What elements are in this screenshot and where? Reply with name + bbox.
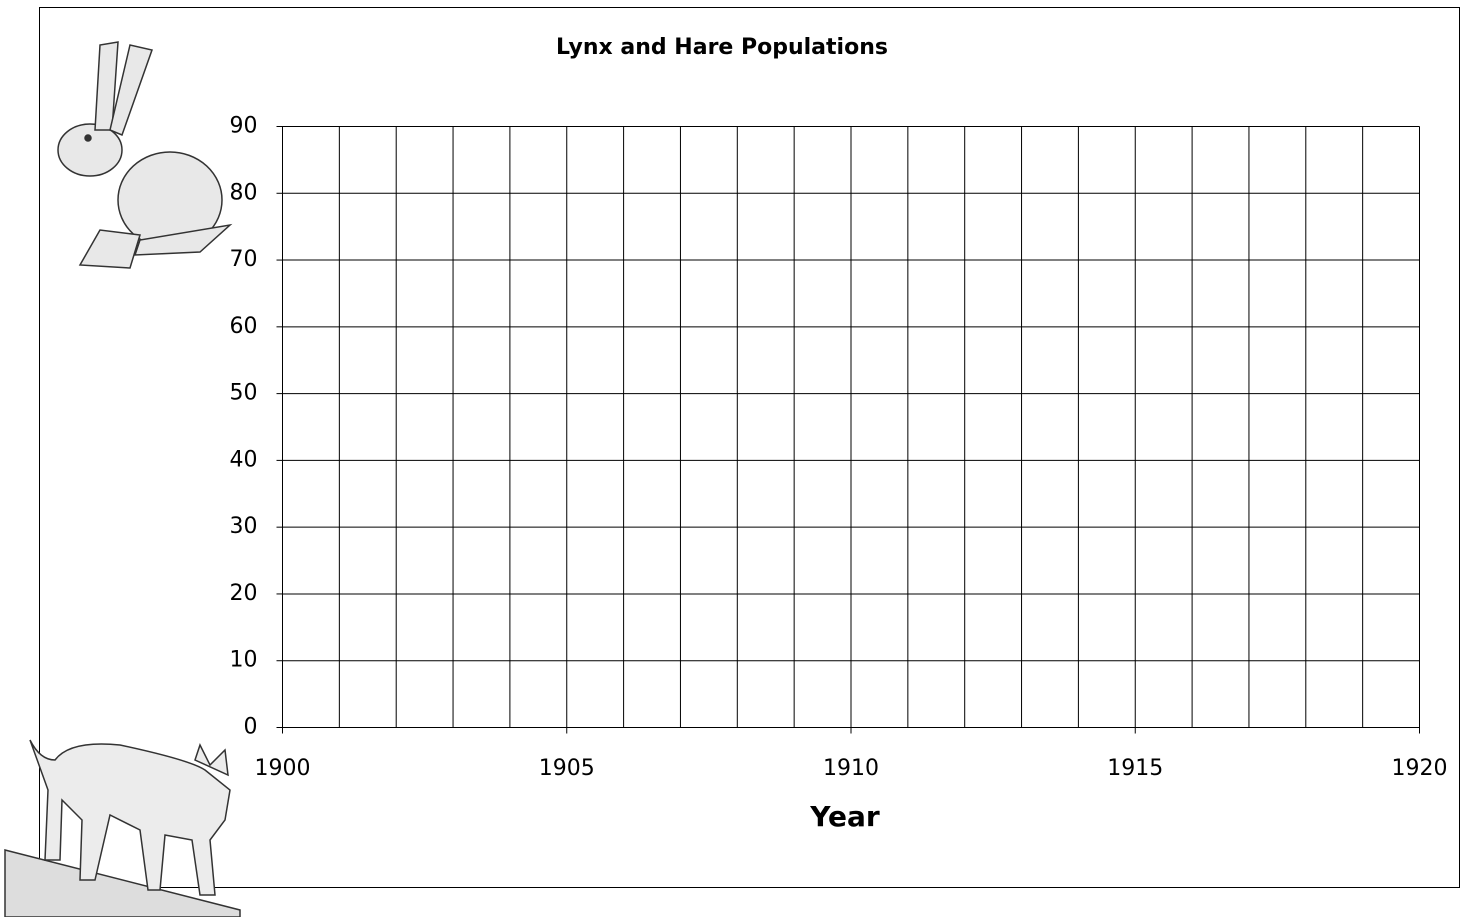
x-axis-label: Year (809, 800, 880, 833)
y-tick-label: 50 (230, 381, 258, 406)
y-tick-label: 90 (230, 114, 258, 139)
lynx-illustration (4, 739, 241, 917)
chart-frame (39, 7, 1460, 888)
x-tick-label: 1915 (1107, 756, 1163, 781)
chart-title: Lynx and Hare Populations (556, 35, 888, 60)
x-tick-label: 1910 (823, 756, 879, 781)
x-tick-label: 1900 (255, 756, 311, 781)
y-tick-label: 80 (230, 180, 258, 205)
x-tick-label: 1905 (539, 756, 595, 781)
y-tick-label: 0 (244, 715, 258, 740)
y-tick-label: 60 (230, 314, 258, 339)
y-tick-label: 70 (230, 247, 258, 272)
hare-illustration (57, 41, 233, 269)
y-tick-label: 40 (230, 447, 258, 472)
x-tick-label: 1920 (1392, 756, 1448, 781)
y-tick-label: 10 (230, 648, 258, 673)
y-tick-label: 20 (230, 581, 258, 606)
y-tick-label: 30 (230, 514, 258, 539)
